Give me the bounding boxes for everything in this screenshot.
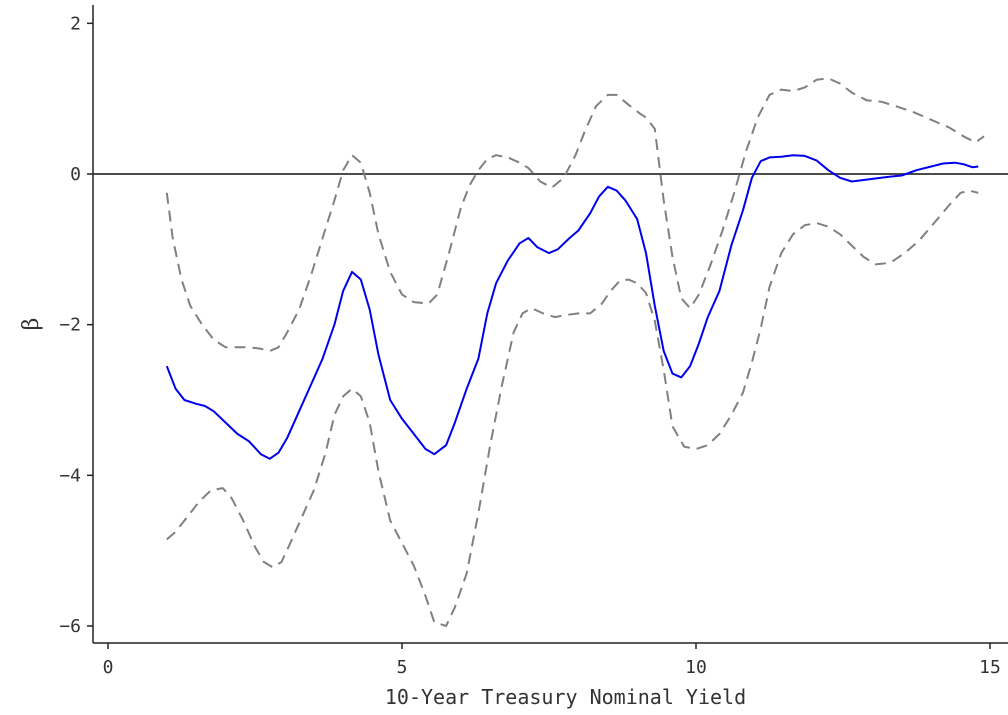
y-tick-label: 2 bbox=[70, 13, 81, 34]
y-tick-label: −4 bbox=[59, 465, 81, 486]
series-group bbox=[165, 77, 985, 627]
x-tick-label: 0 bbox=[103, 657, 114, 678]
estimate-line bbox=[165, 154, 979, 460]
axes: −6 −4 −2 0 2 0 5 10 15 bbox=[59, 5, 1008, 678]
y-tick-label: −2 bbox=[59, 315, 81, 336]
x-tick-label: 10 bbox=[685, 657, 707, 678]
x-axis-label: 10-Year Treasury Nominal Yield bbox=[385, 685, 746, 709]
y-axis-label: β bbox=[19, 318, 44, 331]
x-tick-label: 5 bbox=[397, 657, 408, 678]
x-tick-label: 15 bbox=[979, 657, 1001, 678]
y-tick-label: 0 bbox=[70, 164, 81, 185]
y-tick-label: −6 bbox=[59, 616, 81, 637]
lower-bound-line bbox=[166, 189, 979, 627]
